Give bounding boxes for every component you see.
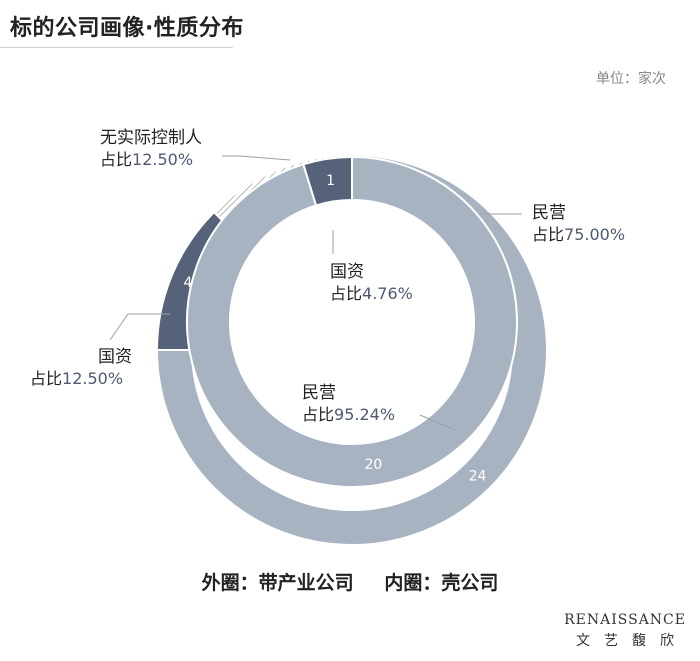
outer-slice-0-value: 24 (469, 469, 487, 485)
leader-lines (109, 155, 522, 431)
inner-slice-1 (302, 155, 353, 207)
inner-slice-0-label: 民营 (302, 383, 336, 403)
outer-slice-1-value: 4 (184, 275, 193, 291)
inner-slice-1-percent: 占比4.76% (330, 284, 413, 303)
inner-slice-0-percent: 占比95.24% (302, 405, 395, 424)
logo-text-cn: 文艺馥欣 (576, 633, 689, 649)
slice-labels: 民营占比75.00%国资占比12.50%无实际控制人占比12.50%民营占比95… (30, 128, 625, 424)
outer-slice-2-leader (222, 155, 291, 161)
page-title: 标的公司画像·性质分布 (10, 16, 244, 41)
caption-outer: 外圈：带产业公司 (201, 572, 354, 594)
inner-slice-0 (186, 155, 518, 488)
inner-ring: 20 1 (186, 155, 518, 488)
brand-logo: RENAISSANCE 文艺馥欣 (564, 612, 686, 650)
unit-label: 单位：家次 (596, 71, 666, 87)
inner-slice-1-label: 国资 (330, 262, 364, 282)
outer-slice-2-percent: 占比12.50% (100, 150, 193, 169)
outer-slice-1-percent: 占比12.50% (30, 369, 123, 388)
logo-text-en: RENAISSANCE (564, 612, 686, 628)
outer-slice-1-leader (109, 313, 170, 341)
outer-slice-0-label: 民营 (532, 203, 566, 223)
outer-slice-0-percent: 占比75.00% (532, 225, 625, 244)
ring-caption: 外圈：带产业公司 内圈：壳公司 (0, 568, 700, 595)
outer-slice-1-label: 国资 (98, 347, 132, 367)
outer-slice-2-label: 无实际控制人 (100, 128, 202, 148)
inner-slice-0-value: 20 (364, 457, 382, 473)
caption-inner: 内圈：壳公司 (384, 572, 499, 594)
title-divider (0, 47, 233, 48)
inner-slice-0-leader (419, 414, 456, 431)
inner-slice-1-value: 1 (326, 173, 335, 189)
